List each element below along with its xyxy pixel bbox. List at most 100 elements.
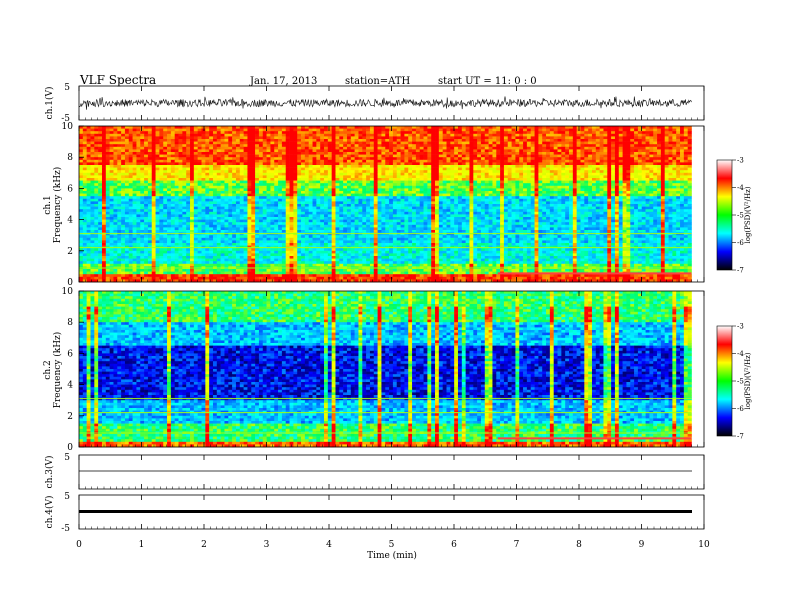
spectrogram-cell (343, 188, 348, 192)
spectrogram-cell (526, 198, 532, 202)
spectrogram-cell (611, 157, 616, 161)
spectrogram-cell (561, 191, 566, 194)
spectrogram-cell (580, 159, 585, 163)
spectrogram-cell (247, 128, 252, 132)
spectrogram-cell (270, 152, 275, 155)
spectrogram-cell (301, 152, 306, 155)
spectrogram-cell (281, 204, 287, 207)
spectrogram-cell (258, 172, 264, 176)
spectrogram-cell (182, 180, 187, 184)
spectrogram-cell (228, 180, 233, 184)
spectrogram-cell (431, 185, 436, 189)
spectrogram-cell (595, 165, 600, 168)
spectrogram-cell (301, 185, 306, 189)
spectrogram-cell (94, 196, 99, 200)
spectrogram-cell (308, 149, 313, 153)
spectrogram-cell (611, 133, 616, 137)
spectrogram-cell (82, 183, 87, 187)
spectrogram-cell (220, 204, 225, 207)
spectrogram-cell (465, 201, 470, 205)
spectrogram-cell (209, 136, 214, 140)
spectrogram-cell (599, 172, 604, 176)
spectrogram-cell (304, 157, 309, 161)
spectrogram-cell (400, 191, 405, 194)
spectrogram-cell (362, 165, 367, 168)
spectrogram-cell (465, 159, 470, 163)
spectrogram-cell (209, 188, 214, 192)
spectrogram-cell (278, 172, 283, 176)
spectrogram-cell (216, 198, 221, 202)
spectrogram-cell (480, 185, 486, 189)
spectrogram-cell (549, 183, 554, 187)
spectrogram-cell (262, 198, 267, 202)
spectrogram-cell (622, 136, 627, 140)
spectrogram-cell (415, 193, 421, 197)
spectrogram-cell (232, 146, 237, 150)
spectrogram-cell (216, 136, 221, 140)
spectrogram-cell (607, 144, 612, 148)
spectrogram-cell (668, 204, 673, 207)
spectrogram-cell (82, 139, 87, 142)
spectrogram-cell (82, 149, 87, 153)
spectrogram-cell (182, 154, 187, 158)
spectrogram-cell (266, 149, 271, 153)
spectrogram-cell (113, 136, 118, 140)
spectrogram-cell (519, 133, 524, 137)
spectrogram-cell (79, 172, 84, 176)
spectrogram-cell (377, 146, 382, 150)
spectrogram-cell (151, 165, 156, 168)
spectrogram-cell (461, 204, 466, 207)
spectrogram-cell (454, 196, 459, 200)
spectrogram-cell (611, 167, 616, 171)
spectrogram-cell (588, 170, 593, 174)
spectrogram-cell (381, 152, 386, 155)
spectrogram-cell (101, 188, 107, 192)
spectrogram-cell (546, 128, 551, 132)
spectrogram-cell (469, 141, 474, 145)
spectrogram-cell (113, 170, 118, 174)
spectrogram-cell (572, 131, 577, 135)
spectrogram-cell (117, 167, 122, 171)
spectrogram-cell (178, 165, 183, 168)
spectrogram-cell (431, 198, 436, 202)
spectrogram-cell (381, 167, 386, 171)
spectrogram-cell (392, 167, 398, 171)
spectrogram-cell (312, 126, 317, 129)
spectrogram-cell (220, 162, 225, 166)
spectrogram-cell (167, 201, 172, 205)
spectrogram-cell (293, 149, 298, 153)
spectrogram-cell (197, 191, 202, 194)
spectrogram-cell (220, 157, 225, 161)
spectrogram-cell (480, 201, 486, 205)
spectrogram-cell (664, 152, 669, 155)
spectrogram-cell (607, 141, 612, 145)
spectrogram-cell (105, 162, 110, 166)
spectrogram-cell (232, 152, 237, 155)
spectrogram-cell (523, 133, 528, 137)
spectrogram-cell (408, 144, 413, 148)
spectrogram-cell (392, 131, 398, 135)
spectrogram-cell (144, 154, 149, 158)
spectrogram-cell (312, 131, 317, 135)
spectrogram-cell (457, 167, 463, 171)
spectrogram-cell (534, 185, 539, 189)
spectrogram-cell (354, 178, 359, 181)
spectrogram-cell (680, 198, 685, 202)
spectrogram-cell (94, 136, 99, 140)
spectrogram-cell (396, 149, 401, 153)
spectrogram-cell (645, 170, 650, 174)
spectrogram-cell (377, 149, 382, 153)
spectrogram-cell (124, 157, 130, 161)
spectrogram-cell (634, 152, 639, 155)
spectrogram-cell (683, 201, 688, 205)
spectrogram-cell (293, 162, 298, 166)
spectrogram-cell (599, 131, 604, 135)
spectrogram-cell (618, 159, 623, 163)
spectrogram-cell (331, 178, 336, 181)
spectrogram-cell (519, 159, 524, 163)
spectrogram-cell (611, 131, 616, 135)
spectrogram-cell (412, 175, 417, 179)
spectrogram-cell (144, 172, 149, 176)
spectrogram-cell (576, 191, 581, 194)
spectrogram-cell (480, 188, 486, 192)
